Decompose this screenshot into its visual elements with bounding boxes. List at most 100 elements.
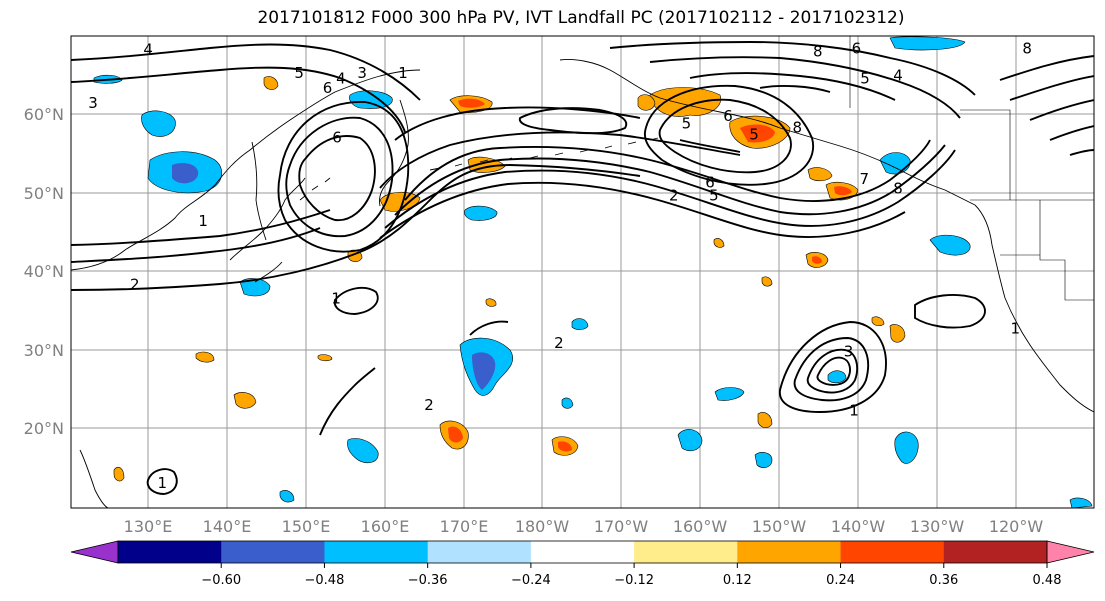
pv-negative-region xyxy=(889,36,966,51)
contour-label: 8 xyxy=(813,43,823,61)
map-title: 2017101812 F000 300 hPa PV, IVT Landfall… xyxy=(257,8,905,28)
pv-contour xyxy=(71,209,331,246)
lon-label: 170°W xyxy=(594,517,649,536)
contour-label: 5 xyxy=(749,125,759,143)
lon-label: 170°E xyxy=(440,517,489,536)
pv-contour xyxy=(689,72,896,101)
pv-contour xyxy=(285,116,394,238)
pv-contour xyxy=(384,149,956,229)
na-coastline xyxy=(974,204,1094,413)
contour-label: 8 xyxy=(793,118,803,136)
pv-negative-region xyxy=(571,318,589,330)
map-panel xyxy=(71,36,1094,508)
pv-positive-region xyxy=(195,351,215,363)
pv-contour xyxy=(649,56,961,119)
pv-contour xyxy=(644,84,815,186)
lon-label: 140°W xyxy=(831,517,886,536)
colorbar-cell xyxy=(634,541,738,563)
pv-negative-region xyxy=(239,278,271,297)
pv-negative-region xyxy=(279,490,295,503)
lon-label: 140°E xyxy=(203,517,252,536)
pv-positive-region xyxy=(761,276,773,287)
pv-positive-region xyxy=(812,256,822,264)
lon-label: 130°W xyxy=(910,517,965,536)
contour-label: 2 xyxy=(130,276,140,294)
lon-label: 160°E xyxy=(361,517,410,536)
lon-label: 150°E xyxy=(282,517,331,536)
pv-positive-region xyxy=(379,191,421,212)
pv-negative-region xyxy=(714,387,745,401)
pv-negative-region xyxy=(754,451,773,469)
contour-label: 1 xyxy=(331,290,341,308)
pv-negative-region xyxy=(894,431,919,464)
pv-positive-region xyxy=(113,466,125,482)
contour-label: 1 xyxy=(398,64,408,82)
longitude-labels: 130°E 140°E 150°E 160°E 170°E 180°W 170°… xyxy=(124,517,1044,536)
contour-label: 7 xyxy=(859,170,869,188)
contour-label: 6 xyxy=(705,173,715,191)
contour-label: 4 xyxy=(143,40,153,58)
contour-label: 6 xyxy=(332,128,342,146)
pv-positive-region xyxy=(458,98,485,108)
pv-contour xyxy=(759,84,831,93)
contour-label: 3 xyxy=(88,94,98,112)
pv-contour xyxy=(793,337,870,402)
contour-label: 8 xyxy=(893,180,903,198)
colorbar-cell xyxy=(840,541,945,563)
pv-negative-region xyxy=(1069,497,1093,508)
colorbar-cell xyxy=(221,541,325,563)
lat-label: 30°N xyxy=(24,341,64,360)
pv-shading xyxy=(93,36,1093,508)
us-state-border xyxy=(1039,200,1094,301)
pv-negative-region xyxy=(879,152,911,175)
colorbar-cell xyxy=(737,541,842,563)
pv-contour xyxy=(609,41,976,96)
colorbar-extend-high xyxy=(1046,540,1095,564)
colorbar-tick-label: 0.24 xyxy=(826,573,855,588)
lat-label: 20°N xyxy=(24,419,64,438)
pv-contour xyxy=(71,66,406,133)
contour-label: 1 xyxy=(849,401,859,419)
pv-contour xyxy=(379,181,906,239)
contour-label: 6 xyxy=(323,79,333,97)
pv-contour xyxy=(999,55,1094,81)
pv-contour xyxy=(1029,99,1094,121)
colorbar-cell xyxy=(530,541,635,563)
pv-contour xyxy=(1049,125,1094,141)
contour-label: 1 xyxy=(1011,320,1021,338)
colorbar-tick-label: −0.12 xyxy=(614,573,654,588)
colorbar-tick-label: 0.48 xyxy=(1033,573,1062,588)
pv-contour xyxy=(71,164,641,291)
pv-contour xyxy=(779,321,887,413)
canada-province-border xyxy=(960,109,1011,200)
graticule xyxy=(71,36,1094,508)
contour-label: 5 xyxy=(709,187,719,205)
pv-contour xyxy=(71,43,421,101)
pv-contour xyxy=(806,348,859,394)
pv-negative-region xyxy=(464,205,498,221)
pv-contour xyxy=(518,107,628,135)
pv-negative-region xyxy=(677,429,703,452)
pv-contour xyxy=(914,293,986,329)
contour-label: 6 xyxy=(723,107,733,125)
colorbar-cell xyxy=(427,541,532,563)
pv-negative-region xyxy=(347,438,379,464)
pv-positive-region xyxy=(448,426,463,443)
pv-contour xyxy=(319,367,376,436)
pv-positive-region xyxy=(558,441,572,452)
colorbar-outline xyxy=(117,540,1048,564)
pv-positive-region xyxy=(871,316,885,327)
colorbar-tick-label: −0.60 xyxy=(201,573,241,588)
map-frame xyxy=(70,35,1095,509)
contour-label: 4 xyxy=(893,66,903,84)
lon-label: 180°W xyxy=(515,517,570,536)
pv-contour xyxy=(379,131,741,189)
colorbar-cell xyxy=(324,541,429,563)
pv-contours xyxy=(71,41,1094,495)
pv-positive-region xyxy=(649,87,722,117)
colorbar-tick-label: −0.36 xyxy=(408,573,448,588)
colorbar: −0.60 −0.48 −0.36 −0.24 −0.12 0.12 0.24 0.36 0.4… xyxy=(70,540,1095,588)
latitude-labels: 60°N 50°N 40°N 30°N 20°N xyxy=(24,105,64,438)
pv-negative-region xyxy=(929,234,971,256)
